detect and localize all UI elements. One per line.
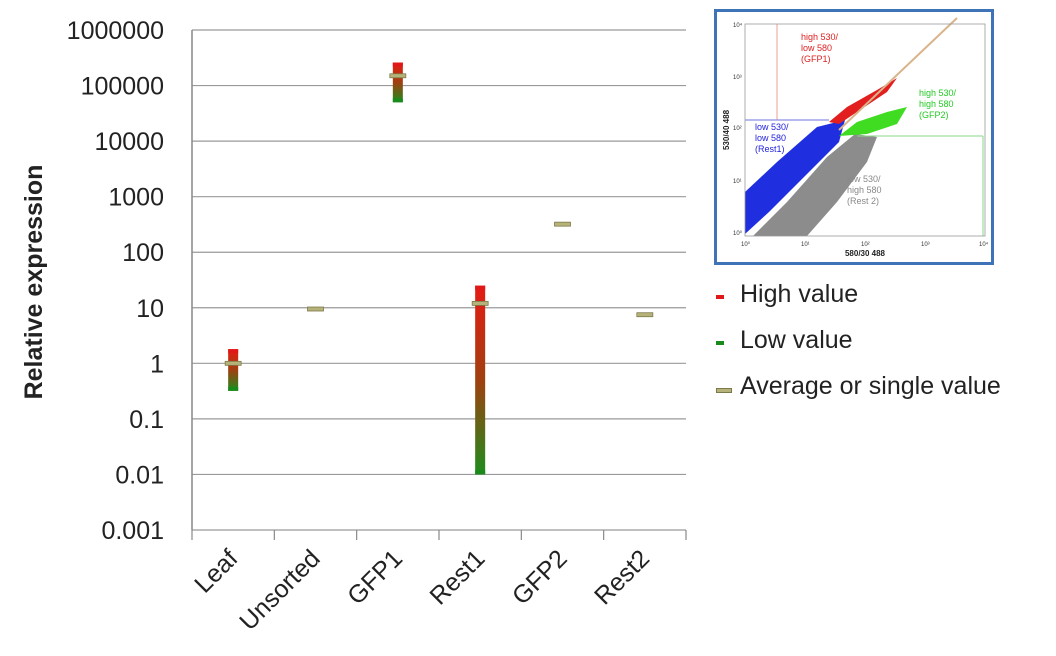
legend-label-low: Low value [740, 326, 853, 354]
x-tick-label: Rest2 [589, 544, 655, 610]
y-tick-label: 0.1 [129, 406, 164, 434]
y-tick-label: 0.01 [115, 461, 164, 489]
svg-text:low 530/: low 530/ [755, 122, 789, 132]
low-marker [475, 470, 486, 475]
average-marker [224, 360, 242, 366]
high-marker [475, 285, 486, 290]
y-tick-label: 1 [150, 350, 164, 378]
average-markers [224, 73, 654, 366]
inset-y-tick-0: 10⁰ [733, 230, 743, 237]
inset-x-tick-3: 10³ [921, 242, 930, 248]
flow-cytometry-inset: high 530/ low 580 (GFP1) high 530/ high … [714, 9, 994, 265]
rest2-population [753, 134, 877, 236]
y-tick-label: 10000 [94, 128, 164, 156]
y-tick-label: 100000 [81, 73, 164, 101]
gate-label-gfp2: high 530/ high 580 (GFP2) [919, 88, 957, 120]
inset-y-tick-4: 10⁴ [733, 22, 743, 29]
x-tick-label: Unsorted [234, 544, 326, 636]
average-marker [307, 306, 324, 312]
main-chart: 1000000 100000 10000 1000 100 10 1 0.1 0.01 0.001… [20, 17, 687, 636]
y-tick-label: 1000000 [67, 17, 164, 45]
x-tick-label: GFP1 [342, 544, 408, 610]
legend-swatch-high [716, 295, 724, 299]
x-tick-label: Leaf [189, 544, 243, 598]
svg-text:high 580: high 580 [847, 185, 882, 195]
inset-x-tick-1: 10¹ [801, 242, 810, 248]
inset-x-tick-2: 10² [861, 242, 870, 248]
high-marker [228, 349, 239, 354]
svg-text:high 530/: high 530/ [919, 88, 957, 98]
y-tick-label: 0.001 [101, 517, 164, 545]
average-marker [636, 312, 654, 318]
average-marker [554, 221, 571, 227]
inset-x-tick-0: 10⁰ [741, 241, 751, 248]
inset-y-tick-3: 10³ [733, 75, 742, 81]
legend-swatch-low [716, 341, 724, 345]
range-bar [475, 285, 486, 475]
gate-label-rest1: low 530/ low 580 (Rest1) [755, 122, 789, 154]
y-tick-label: 100 [122, 239, 164, 267]
gfp2-population [839, 107, 907, 136]
svg-text:(GFP2): (GFP2) [919, 110, 949, 120]
average-marker [389, 73, 407, 79]
inset-y-tick-2: 10² [733, 126, 742, 132]
gate-label-gfp1: high 530/ low 580 (GFP1) [801, 32, 839, 64]
inset-y-tick-1: 10¹ [733, 179, 742, 185]
gridlines [191, 29, 687, 540]
range-bar [228, 349, 239, 391]
low-marker [228, 386, 239, 391]
average-marker [471, 300, 489, 306]
legend-label-high: High value [740, 280, 859, 308]
gfp1-population [829, 78, 897, 124]
x-tick-label: GFP2 [507, 544, 573, 610]
rest1-population [745, 120, 845, 234]
x-tick-label: Rest1 [424, 544, 490, 610]
high-marker [392, 62, 403, 67]
svg-text:(GFP1): (GFP1) [801, 54, 831, 64]
inset-plot-frame [744, 23, 986, 237]
y-tick-label: 10 [136, 295, 164, 323]
inset-y-axis-label: 530/40 488 [722, 109, 731, 150]
gate-label-rest2: low 530/ high 580 (Rest 2) [847, 174, 882, 206]
svg-text:high 530/: high 530/ [801, 32, 839, 42]
diagonal-gate-line [838, 17, 958, 131]
range-bar [392, 62, 403, 103]
inset-x-axis-label: 580/30 488 [845, 249, 886, 258]
svg-text:low 580: low 580 [755, 133, 786, 143]
svg-text:high 580: high 580 [919, 99, 954, 109]
svg-text:(Rest1): (Rest1) [755, 144, 785, 154]
low-marker [392, 98, 403, 103]
svg-text:(Rest 2): (Rest 2) [847, 196, 879, 206]
scatter-populations [745, 78, 907, 236]
legend-label-average: Average or single value [740, 372, 1001, 400]
svg-text:low 580: low 580 [801, 43, 832, 53]
svg-text:low 530/: low 530/ [847, 174, 881, 184]
range-bars [228, 62, 486, 475]
legend-swatch-average [716, 388, 732, 393]
y-axis-label: Relative expression [20, 165, 48, 400]
inset-x-tick-4: 10⁴ [979, 241, 989, 248]
y-tick-labels: 1000000 100000 10000 1000 100 10 1 0.1 0.01 0.001 [67, 17, 164, 545]
y-tick-label: 1000 [108, 184, 164, 212]
